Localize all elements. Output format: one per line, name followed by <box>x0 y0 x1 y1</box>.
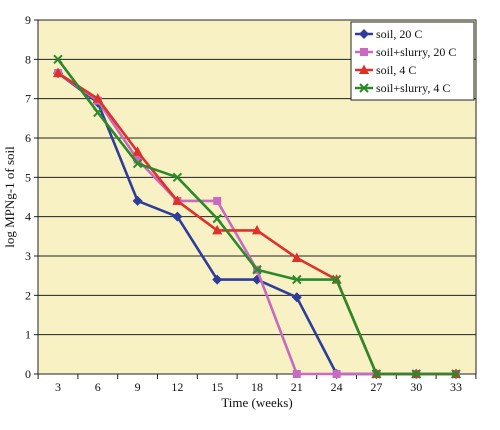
y-tick-label: 2 <box>25 288 31 302</box>
x-tick-label: 21 <box>291 380 303 394</box>
marker-stroke <box>53 54 63 65</box>
legend-label: soil, 4 C <box>376 63 416 77</box>
marker-stroke <box>212 213 222 224</box>
data-point <box>132 195 143 206</box>
data-point <box>132 158 143 169</box>
marker-stroke <box>172 172 183 183</box>
data-point <box>212 224 223 235</box>
x-tick-label: 33 <box>450 380 462 394</box>
legend-swatch-marker <box>359 83 369 93</box>
marker-stroke <box>93 107 103 118</box>
x-tick-label: 24 <box>331 380 343 394</box>
data-point <box>172 172 183 183</box>
data-point <box>133 155 142 164</box>
y-tick-label: 3 <box>25 249 31 263</box>
data-point <box>332 370 341 378</box>
y-tick-label: 4 <box>25 210 31 224</box>
y-tick-label: 5 <box>25 170 31 184</box>
x-tick-label: 12 <box>171 380 183 394</box>
x-axis-title: Time (weeks) <box>221 395 292 410</box>
marker-stroke <box>331 274 342 285</box>
y-axis-ticks: 0 1 2 3 4 5 6 7 8 9 <box>25 13 38 381</box>
legend-item: soil, 4 C <box>355 63 416 77</box>
legend-swatch-marker <box>359 29 369 39</box>
data-point <box>213 196 222 205</box>
x-tick-label: 27 <box>370 380 382 394</box>
data-point <box>292 274 302 285</box>
series-layer <box>53 54 461 379</box>
y-tick-label: 8 <box>25 52 31 66</box>
data-point <box>212 274 223 285</box>
legend-item: soil+slurry, 4 C <box>355 81 450 95</box>
legend: soil, 20 C soil+slurry, 20 C soil, 4 C soil… <box>350 21 475 101</box>
x-tick-label: 3 <box>55 380 61 394</box>
x-tick-label: 15 <box>211 380 223 394</box>
data-point <box>291 292 302 303</box>
y-tick-label: 9 <box>25 13 31 27</box>
data-point <box>53 54 63 65</box>
marker-stroke <box>411 369 421 379</box>
data-point <box>212 213 222 224</box>
x-tick-label: 18 <box>251 380 263 394</box>
marker-stroke <box>359 83 369 93</box>
y-tick-label: 6 <box>25 131 31 145</box>
series-4 <box>53 54 461 379</box>
legend-label: soil+slurry, 4 C <box>376 81 450 95</box>
marker-stroke <box>252 265 262 275</box>
data-point <box>92 93 103 103</box>
legend-item: soil, 20 C <box>355 27 422 41</box>
data-point <box>93 107 103 118</box>
data-point <box>291 252 302 262</box>
data-point <box>53 67 63 78</box>
legend-swatch-marker <box>360 48 368 56</box>
y-tick-label: 1 <box>25 328 31 342</box>
data-point <box>292 370 301 378</box>
y-axis-title: log MPNg-1 of soil <box>2 146 17 248</box>
marker-stroke <box>371 369 382 379</box>
data-point <box>331 274 342 285</box>
legend-item: soil+slurry, 20 C <box>355 45 456 59</box>
data-point <box>411 369 421 379</box>
data-point <box>252 224 262 235</box>
data-point <box>371 369 382 379</box>
data-point <box>172 211 183 222</box>
x-axis-ticks: 3 6 9 12 15 18 21 24 27 30 33 <box>37 374 477 394</box>
data-point <box>172 195 183 205</box>
marker-stroke <box>451 369 461 379</box>
x-tick-label: 9 <box>135 380 141 394</box>
y-tick-label: 7 <box>25 92 31 106</box>
marker-stroke <box>132 158 143 169</box>
legend-label: soil+slurry, 20 C <box>376 45 456 59</box>
x-tick-label: 30 <box>410 380 422 394</box>
x-tick-label: 6 <box>95 380 101 394</box>
legend-swatch-marker <box>359 64 369 74</box>
data-point <box>252 265 262 275</box>
legend-label: soil, 20 C <box>376 27 422 41</box>
data-point <box>132 146 143 156</box>
data-point <box>451 369 461 379</box>
marker-stroke <box>292 274 302 285</box>
y-tick-label: 0 <box>25 367 31 381</box>
